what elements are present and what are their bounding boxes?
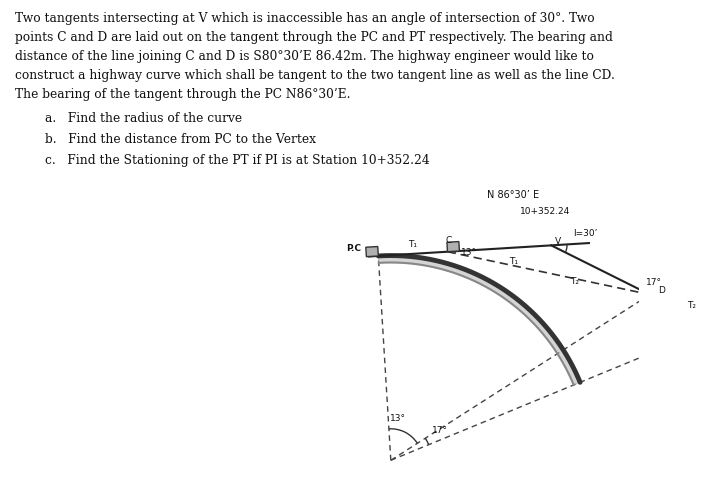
Text: V: V <box>555 237 561 246</box>
Text: N 86°30’ E: N 86°30’ E <box>487 190 539 200</box>
Polygon shape <box>715 318 722 332</box>
Polygon shape <box>378 255 580 385</box>
Text: distance of the line joining C and D is S80°30’E 86.42m. The highway engineer wo: distance of the line joining C and D is … <box>15 50 594 63</box>
Text: 10+352.24: 10+352.24 <box>520 207 570 216</box>
Text: T₂: T₂ <box>570 277 579 286</box>
Text: The bearing of the tangent through the PC N86°30’E.: The bearing of the tangent through the P… <box>15 88 351 101</box>
Polygon shape <box>366 247 378 256</box>
Text: C: C <box>446 236 452 245</box>
Text: T₁: T₁ <box>409 240 417 249</box>
Text: 17°: 17° <box>646 278 662 287</box>
Polygon shape <box>650 286 665 300</box>
Text: T₁: T₁ <box>509 256 518 265</box>
Text: c.   Find the Stationing of the PT if PI is at Station 10+352.24: c. Find the Stationing of the PT if PI i… <box>45 154 430 167</box>
Text: P.C: P.C <box>346 244 361 253</box>
Polygon shape <box>447 242 459 251</box>
Text: 13°: 13° <box>391 414 406 423</box>
Text: Two tangents intersecting at V which is inaccessible has an angle of intersectio: Two tangents intersecting at V which is … <box>15 12 595 25</box>
Text: b.   Find the distance from PC to the Vertex: b. Find the distance from PC to the Vert… <box>45 133 316 146</box>
Text: points C and D are laid out on the tangent through the PC and PT respectively. T: points C and D are laid out on the tange… <box>15 31 613 44</box>
Text: a.   Find the radius of the curve: a. Find the radius of the curve <box>45 112 242 125</box>
Text: construct a highway curve which shall be tangent to the two tangent line as well: construct a highway curve which shall be… <box>15 69 615 82</box>
Text: 17°: 17° <box>432 426 448 435</box>
Text: D: D <box>658 286 665 295</box>
Text: 13°: 13° <box>461 248 477 257</box>
Text: T₂: T₂ <box>687 301 696 310</box>
Text: I=30’: I=30’ <box>573 229 598 238</box>
